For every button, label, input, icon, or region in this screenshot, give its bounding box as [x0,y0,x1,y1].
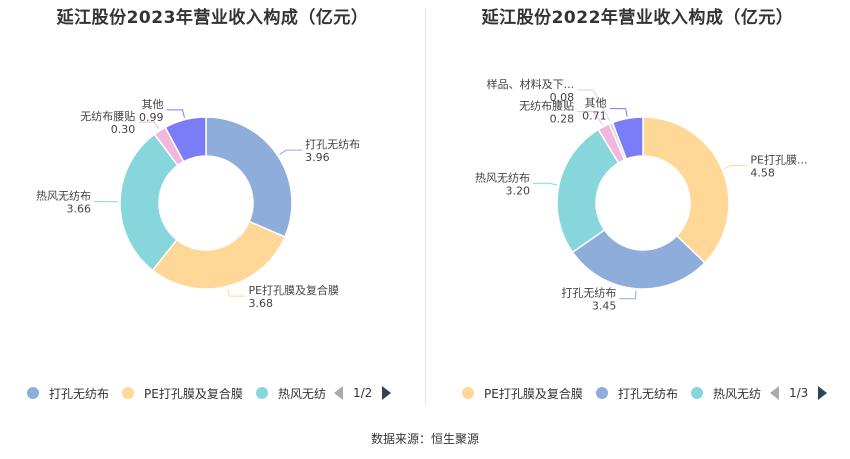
chart-panel-2023: 延江股份2023年营业收入构成（亿元） 打孔无纺布 3.96 PE打孔膜及复合膜 3.… [0,0,425,420]
legend-label: PE打孔膜及复合膜 [484,386,583,401]
legend-item-dakong-wufangbu[interactable]: 打孔无纺布 [27,383,109,403]
label-leader-line [577,89,611,122]
legend-2022: PE打孔膜及复合膜 打孔无纺布 热风无纺 1/3 [425,383,850,403]
label-leader-line [166,109,185,118]
label-leader-line [138,121,160,130]
slice-label-name: 打孔无纺布 [305,137,360,151]
donut-slice[interactable] [611,116,644,161]
legend-item-dakong-wufangbu[interactable]: 打孔无纺布 [596,383,678,403]
legend-prev-icon[interactable] [770,386,779,400]
legend-pager-2022: 1/3 [770,383,828,403]
legend-next-icon[interactable] [382,386,392,400]
slice-label-value: 3.96 [305,151,330,164]
slice-label-name: 其他 [585,97,607,110]
chart-title-2022: 延江股份2022年营业收入构成（亿元） [481,8,794,28]
legend-item-refeng-wufangbu[interactable]: 热风无纺 [256,383,326,403]
chart-panel-2022: 延江股份2022年营业收入构成（亿元） PE打孔膜... 4.58 打孔无纺布 3.4… [425,0,850,420]
donut-slice[interactable] [119,133,179,272]
legend-label: 热风无纺 [278,386,327,401]
donut-slice[interactable] [642,116,730,264]
legend-marker [691,387,703,399]
slice-label-name: 其他 [142,98,164,111]
legend-page-indicator: 1/3 [789,386,809,400]
legend-page-indicator: 1/2 [353,386,373,400]
legend-label: 热风无纺 [713,386,762,401]
donut-slice[interactable] [571,228,706,290]
donut-slice[interactable] [164,116,207,163]
slice-label-value: 3.20 [506,184,531,197]
slice-label-value: 0.28 [550,113,575,126]
slice-label-value: 0.71 [582,110,607,123]
label-leader-line [577,111,604,126]
label-leader-line [723,165,748,170]
legend-item-pe-dakongmo[interactable]: PE打孔膜及复合膜 [462,383,583,403]
slice-label-name: 无纺布腰贴 [80,109,135,123]
slice-label-value: 3.68 [248,297,272,310]
legend-pager-2023: 1/2 [334,383,392,403]
slice-label-value: 3.45 [592,300,617,313]
slice-label-name: 无纺布腰贴 [519,99,574,113]
legend-label: PE打孔膜及复合膜 [144,386,243,401]
legend-marker [27,387,39,399]
legend-marker [256,387,268,399]
slice-label-name: PE打孔膜... [750,153,807,167]
slice-label-name: 热风无纺布 [36,189,91,203]
legend-label: 打孔无纺布 [618,386,679,401]
slice-label-value: 0.30 [111,123,136,136]
legend-marker [122,387,134,399]
legend-label: 打孔无纺布 [49,386,110,401]
slice-label-value: 0.99 [139,111,164,124]
slice-label-name: PE打孔膜及复合膜 [248,283,339,297]
slice-label-value: 3.66 [67,203,92,216]
legend-prev-icon[interactable] [334,386,343,400]
panel-divider [425,8,426,406]
legend-2023: 打孔无纺布 PE打孔膜及复合膜 热风无纺 1/2 [0,383,425,403]
label-leader-line [609,108,628,117]
donut-slice[interactable] [151,220,287,290]
legend-next-icon[interactable] [818,386,828,400]
legend-item-pe-dakongmo[interactable]: PE打孔膜及复合膜 [122,383,243,403]
slice-label-name: 热风无纺布 [475,170,530,184]
donut-slice[interactable] [205,116,293,238]
data-source-note: 数据来源：恒生聚源 [370,432,479,446]
slice-label-value: 4.58 [750,167,775,180]
chart-title-2023: 延江股份2023年营业收入构成（亿元） [56,8,369,28]
label-leader-line [619,290,637,300]
slice-label-value: 0.08 [550,91,575,104]
slice-label-name: 样品、材料及下... [487,77,574,91]
donut-slice[interactable] [556,128,620,254]
label-leader-line [279,149,303,155]
legend-marker [596,387,608,399]
label-leader-line [227,288,246,297]
legend-item-refeng-wufangbu[interactable]: 热风无纺 [691,383,761,403]
legend-marker [462,387,474,399]
slice-label-name: 打孔无纺布 [561,286,616,300]
label-leader-line [533,182,557,186]
